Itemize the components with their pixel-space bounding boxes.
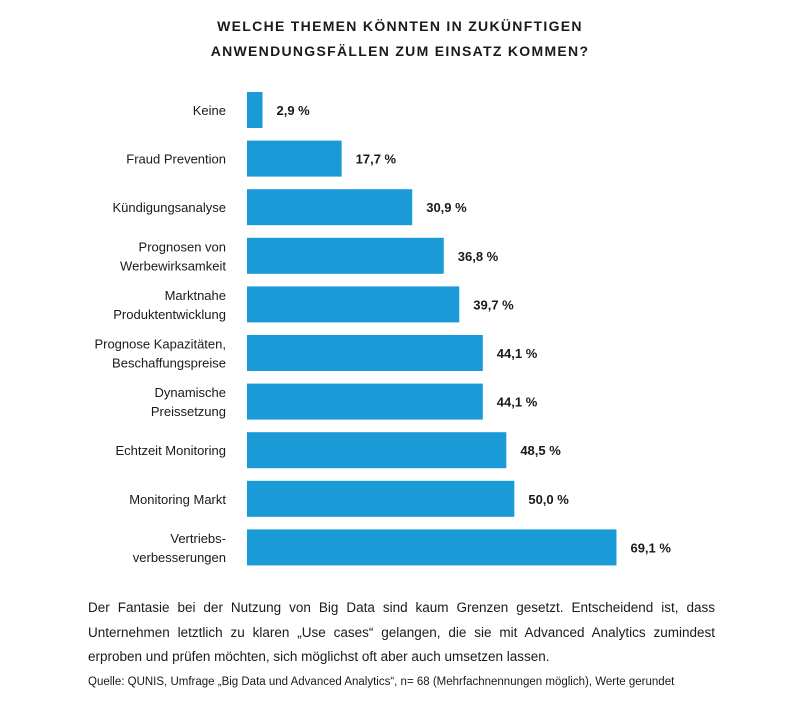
value-label-7: 48,5 % [520, 443, 561, 458]
bar-5 [247, 335, 483, 371]
bar-7 [247, 432, 507, 469]
category-label-7: Echtzeit Monitoring [115, 443, 226, 458]
category-label-5-line-0: Prognose Kapazitäten, [94, 337, 226, 352]
chart-title-line-2: ANWENDUNGSFÄLLEN ZUM EINSATZ KOMMEN? [210, 43, 590, 59]
bar-1 [247, 140, 342, 177]
value-label-5: 44,1 % [497, 346, 538, 361]
category-label-9-line-1: verbesserungen [133, 550, 226, 565]
value-label-6: 44,1 % [497, 395, 538, 410]
bar-0 [247, 92, 263, 128]
value-label-4: 39,7 % [473, 297, 514, 312]
bar-4 [247, 286, 460, 323]
category-label-9-line-0: Vertriebs- [170, 531, 226, 546]
value-label-8: 50,0 % [528, 492, 569, 507]
value-label-3: 36,8 % [458, 249, 499, 264]
chart-title-line-1: WELCHE THEMEN KÖNNTEN IN ZUKÜNFTIGEN [217, 18, 583, 34]
bar-9 [247, 529, 617, 566]
value-label-9: 69,1 % [630, 540, 671, 555]
category-label-3-line-0: Prognosen von [139, 239, 226, 254]
value-label-2: 30,9 % [426, 200, 467, 215]
category-label-2: Kündigungsanalyse [113, 200, 226, 215]
category-label-6-line-0: Dynamische [154, 385, 226, 400]
category-label-5-line-1: Beschaffungspreise [112, 356, 226, 371]
bar-8 [247, 480, 515, 517]
category-label-6-line-1: Preissetzung [151, 404, 226, 419]
bar-3 [247, 237, 444, 274]
category-label-3-line-1: Werbewirksamkeit [120, 258, 226, 273]
bar-2 [247, 189, 413, 226]
description-text: Der Fantasie bei der Nutzung von Big Dat… [88, 600, 715, 664]
source-note: Quelle: QUNIS, Umfrage „Big Data und Adv… [88, 676, 675, 688]
category-label-1: Fraud Prevention [126, 152, 226, 167]
category-label-0: Keine [193, 103, 226, 118]
category-label-4-line-0: Marktnahe [165, 288, 226, 303]
category-label-8: Monitoring Markt [129, 492, 226, 507]
chart-title: WELCHE THEMEN KÖNNTEN IN ZUKÜNFTIGEN ANW… [0, 14, 800, 64]
bar-6 [247, 383, 483, 420]
value-label-1: 17,7 % [356, 152, 397, 167]
bar-chart: 2,9 % Keine 17,7 % Fraud Prevention 30,9 % Kü… [94, 92, 671, 566]
value-label-0: 2,9 % [277, 103, 311, 118]
category-label-4-line-1: Produktentwicklung [113, 307, 226, 322]
